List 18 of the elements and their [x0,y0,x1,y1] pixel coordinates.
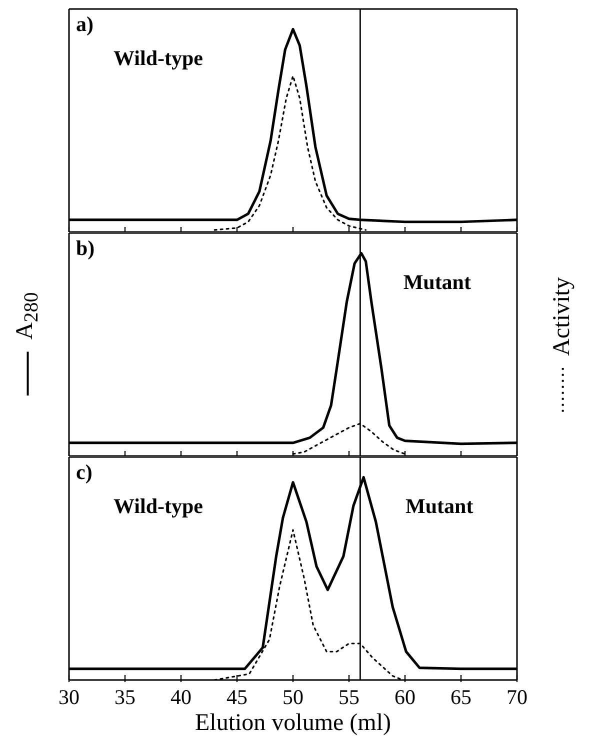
annotation: Wild-type [114,46,203,71]
x-tick-label: 35 [114,685,136,709]
x-tick-label: 45 [226,685,248,709]
chart-title: b) [76,236,95,261]
x-tick-label: 55 [338,685,360,709]
y2-axis-title: Activity [548,276,576,356]
x-tick-label: 30 [58,685,80,709]
x-axis-title: Elution volume (ml) [194,710,392,737]
annotation: Wild-type [114,494,203,519]
x-tick-label: 50 [282,685,304,709]
chart-title: a) [76,12,94,37]
chart-title: c) [76,460,92,485]
x-tick-label: 40 [170,685,192,709]
x-tick-label: 60 [394,685,416,709]
annotation: Mutant [406,494,474,519]
x-tick-label: 70 [506,685,528,709]
annotation: Mutant [403,270,471,295]
x-tick-label: 65 [450,685,472,709]
